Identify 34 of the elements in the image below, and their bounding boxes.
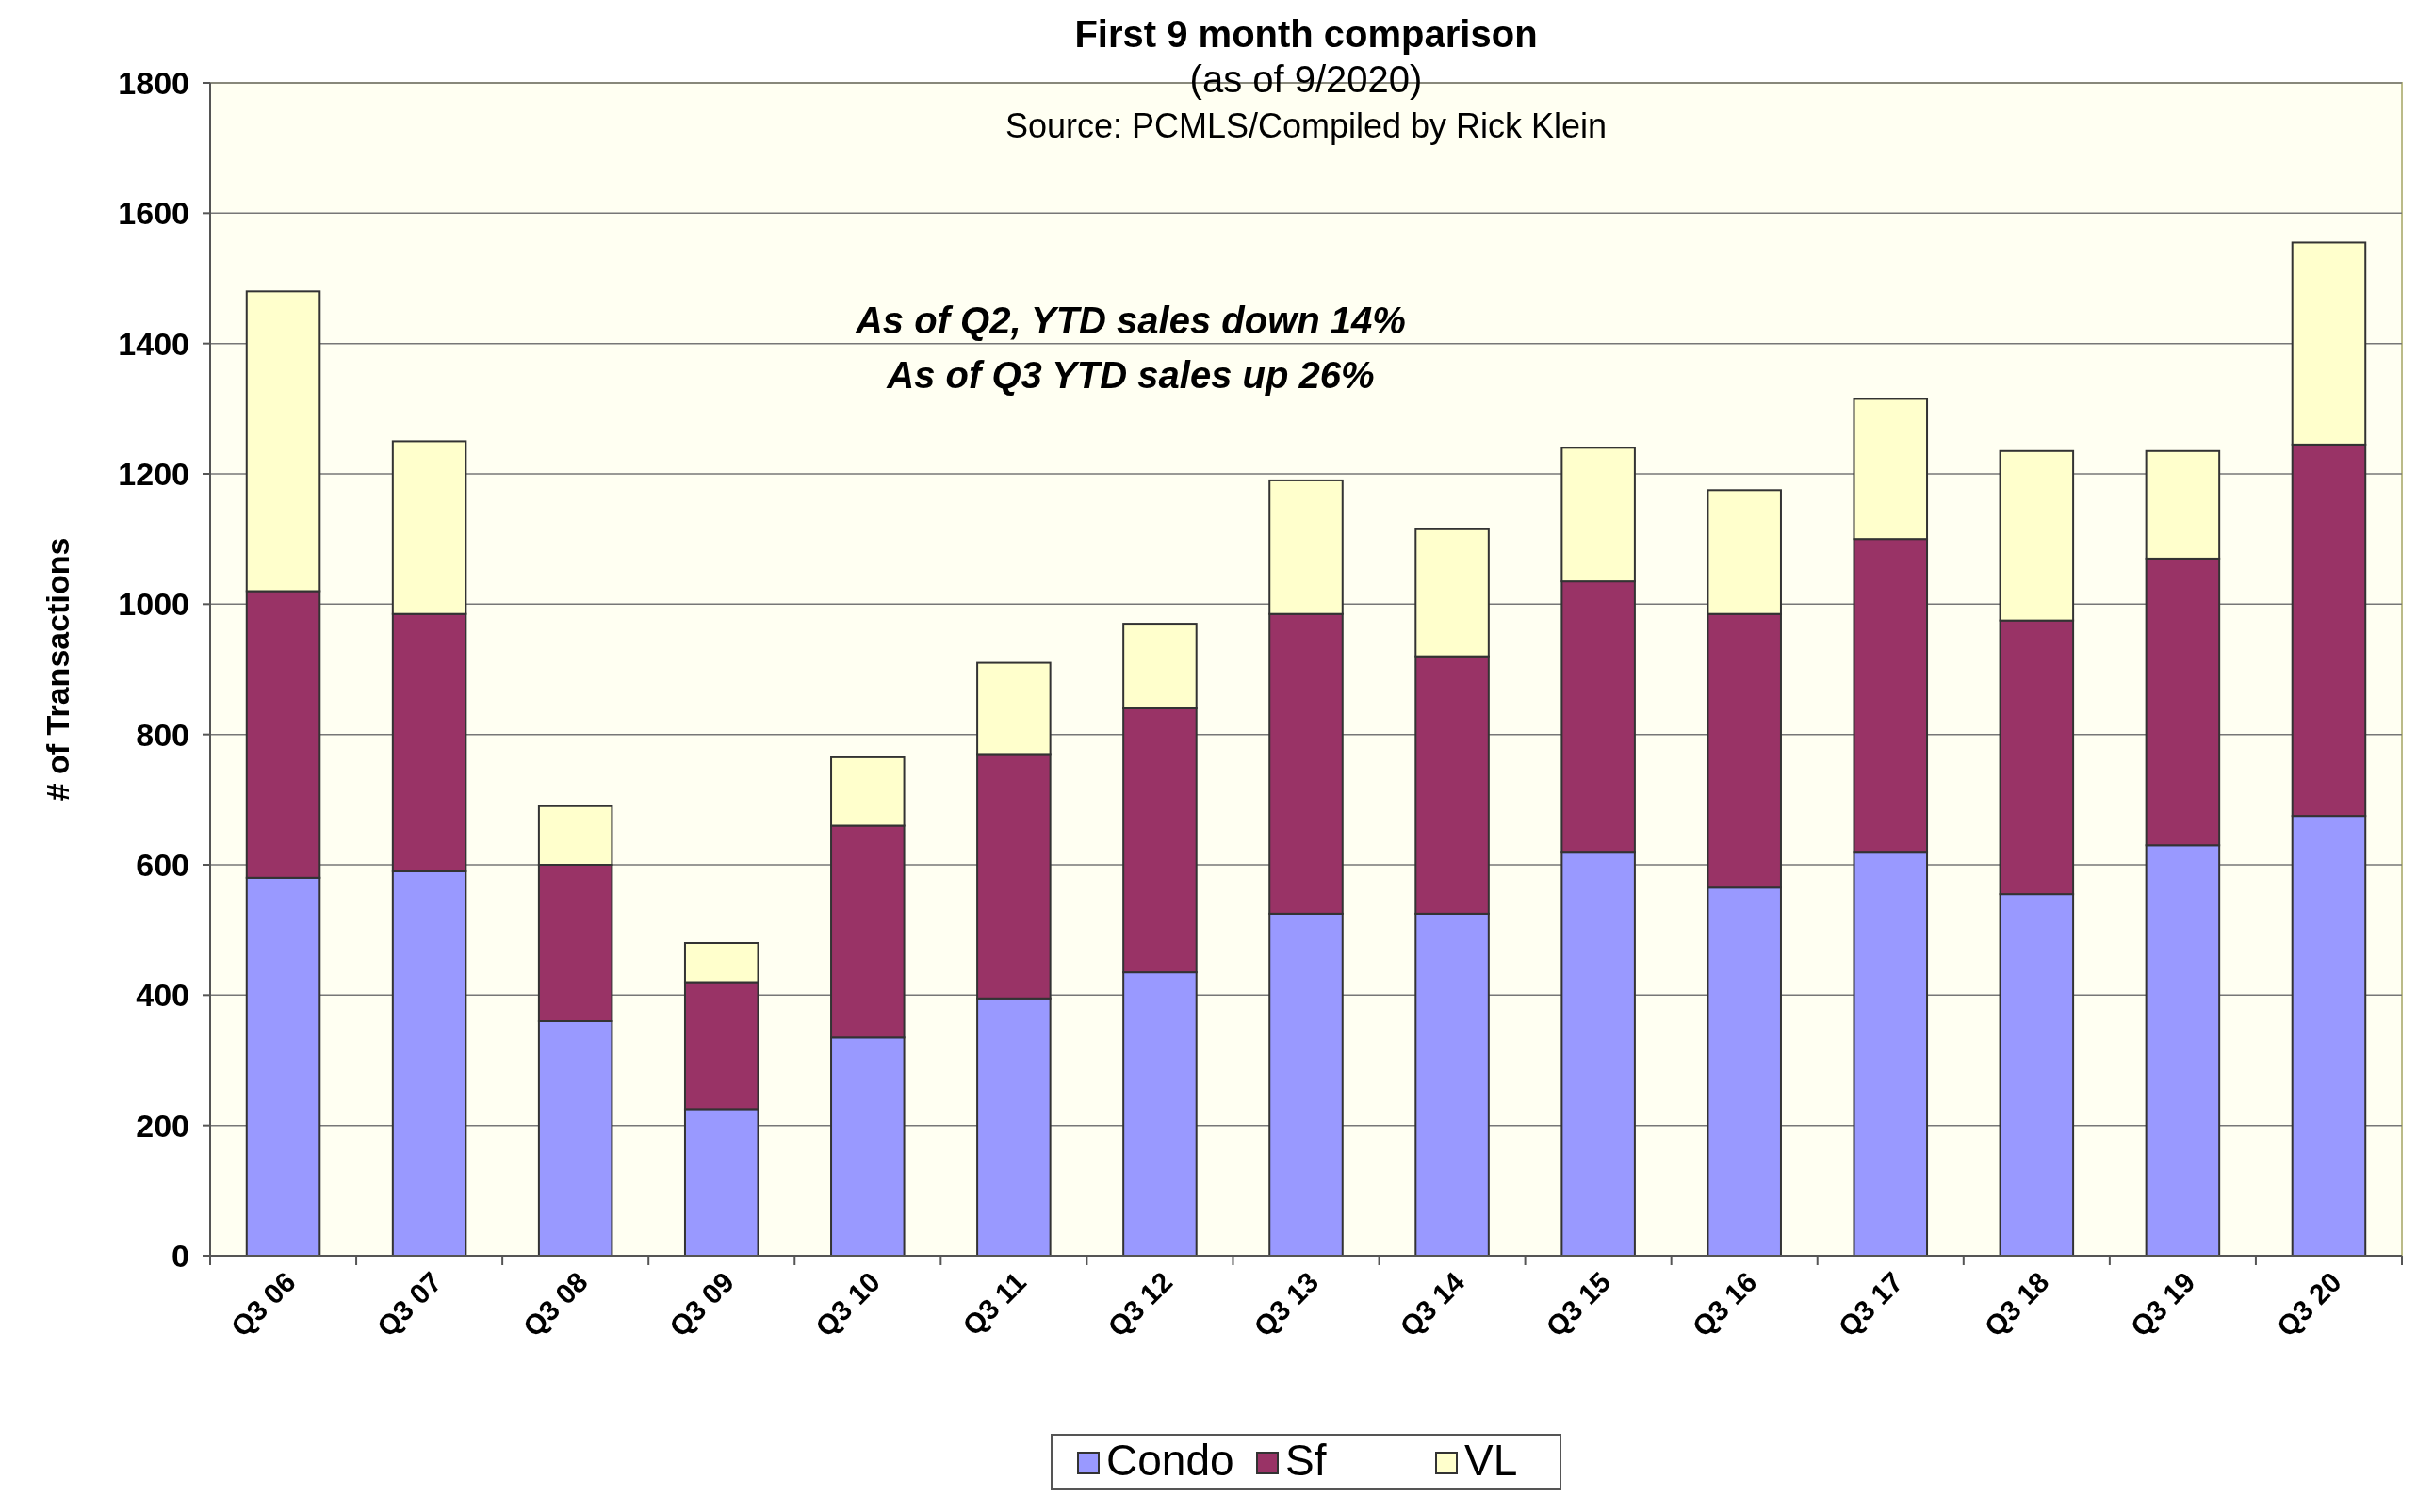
x-tick-label: Q3 16	[1686, 1265, 1763, 1343]
x-tick-label: Q3 09	[662, 1265, 740, 1343]
chart-title: First 9 month comparison	[1074, 13, 1538, 55]
x-tick-label: Q3 19	[2124, 1265, 2201, 1343]
legend-label: VL	[1464, 1436, 1518, 1485]
x-tick-label: Q3 10	[808, 1265, 887, 1343]
y-tick-label: 200	[136, 1107, 189, 1144]
legend-label: Sf	[1285, 1436, 1327, 1485]
x-tick-label: Q3 13	[1248, 1265, 1325, 1343]
annotation: As of Q3 YTD sales up 26%	[886, 354, 1375, 397]
y-tick-label: 0	[171, 1237, 189, 1274]
y-tick-label: 800	[136, 716, 189, 753]
x-tick-label: Q3 07	[370, 1265, 448, 1343]
y-tick-label: 1800	[118, 64, 189, 101]
chart-subtitle: (as of 9/2020)	[1189, 58, 1423, 100]
x-tick-label: Q3 14	[1394, 1265, 1471, 1343]
x-tick-label: Q3 18	[1978, 1265, 2055, 1343]
annotation: As of Q2, YTD sales down 14%	[854, 300, 1406, 342]
y-tick-label: 600	[136, 846, 189, 883]
x-tick-label: Q3 06	[224, 1265, 302, 1343]
y-tick-label: 1200	[118, 455, 189, 492]
y-axis-title: # of Transactions	[40, 537, 75, 802]
x-tick-label: Q3 12	[1102, 1265, 1179, 1343]
y-tick-label: 1600	[118, 195, 189, 232]
x-tick-label: Q3 08	[516, 1265, 594, 1343]
x-tick-label: Q3 11	[956, 1265, 1033, 1341]
annotation: Source: PCMLS/Compiled by Rick Klein	[1004, 106, 1608, 145]
x-tick-label: Q3 15	[1540, 1265, 1617, 1343]
y-tick-label: 400	[136, 977, 189, 1014]
y-tick-label: 1400	[118, 325, 189, 362]
x-tick-label: Q3 17	[1832, 1265, 1909, 1343]
legend-label: Condo	[1106, 1436, 1234, 1485]
x-tick-label: Q3 20	[2270, 1265, 2347, 1343]
y-tick-label: 1000	[118, 586, 189, 623]
